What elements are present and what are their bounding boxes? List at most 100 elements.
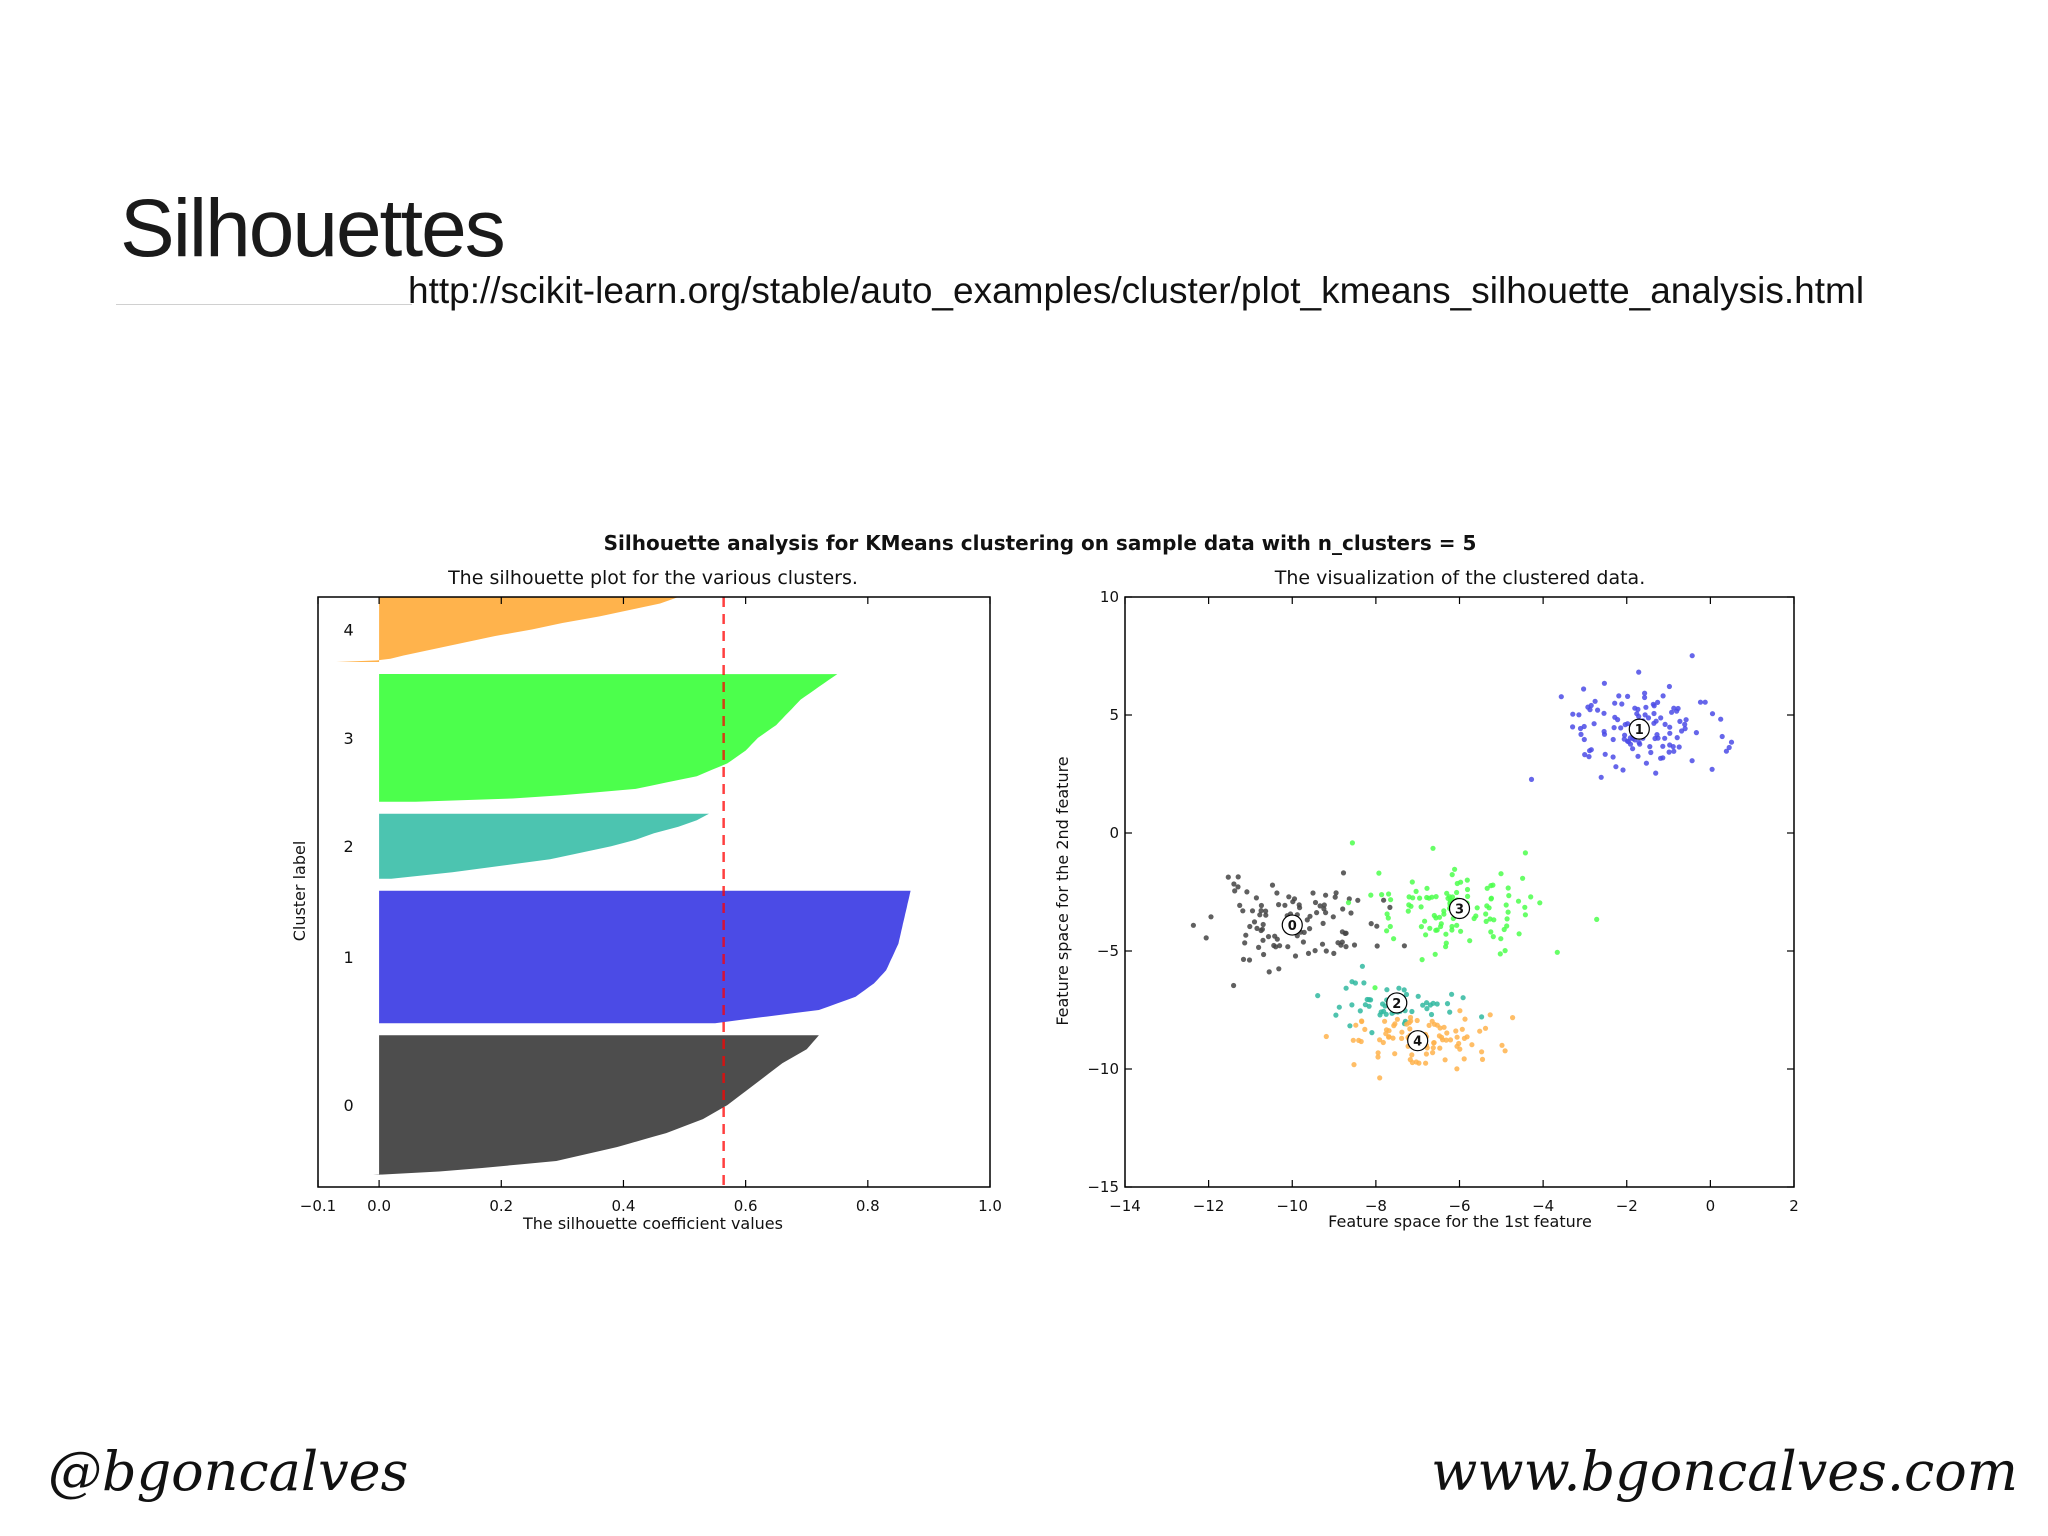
scatter-point-cluster-3 xyxy=(1505,885,1511,891)
scatter-point-cluster-3 xyxy=(1490,882,1496,888)
scatter-point-cluster-3 xyxy=(1454,889,1460,896)
cluster-label-4: 4 xyxy=(343,621,353,640)
scatter-point-cluster-1 xyxy=(1676,744,1682,750)
scatter-point-cluster-3 xyxy=(1506,893,1512,899)
scatter-point-cluster-2 xyxy=(1460,995,1466,1001)
silhouette-plot: The silhouette plot for the various clus… xyxy=(290,567,1002,1233)
scatter-point-cluster-1 xyxy=(1666,749,1672,755)
scatter-point-cluster-4 xyxy=(1510,1015,1516,1021)
scatter-point-cluster-1 xyxy=(1578,731,1584,738)
scatter-point-cluster-1 xyxy=(1576,712,1582,718)
scatter-point-cluster-4 xyxy=(1431,1040,1437,1046)
scatter-point-cluster-0 xyxy=(1296,902,1302,908)
scatter-point-cluster-0 xyxy=(1340,906,1346,912)
scatter-point-cluster-1 xyxy=(1658,715,1664,721)
scatter-point-cluster-1 xyxy=(1662,721,1668,728)
scatter-point-cluster-4 xyxy=(1499,1042,1505,1048)
scatter-point-cluster-4 xyxy=(1437,1045,1443,1051)
x-tick-label: 0.6 xyxy=(734,1197,758,1215)
scatter-point-cluster-3 xyxy=(1386,891,1392,897)
scatter-point-cluster-4 xyxy=(1353,1022,1359,1028)
scatter-point-cluster-1 xyxy=(1528,776,1535,783)
scatter-point-cluster-1 xyxy=(1660,693,1666,699)
cluster-center-2 xyxy=(1386,992,1408,1014)
scatter-point-cluster-0 xyxy=(1343,944,1349,950)
scatter-point-cluster-0 xyxy=(1319,941,1326,947)
x-tick-label: −8 xyxy=(1365,1197,1387,1215)
scatter-point-cluster-3 xyxy=(1501,926,1507,933)
silhouette-x-ticks: −0.1 0.0 0.2 0.4 0.6 0.8 1.0 xyxy=(300,597,1002,1215)
scatter-point-cluster-1 xyxy=(1651,720,1657,726)
scatter-point-cluster-2 xyxy=(1384,987,1390,993)
scatter-point-cluster-3 xyxy=(1522,904,1528,910)
scatter-point-cluster-3 xyxy=(1379,892,1385,898)
scatter-point-cluster-4 xyxy=(1359,1018,1365,1025)
scatter-point-cluster-0 xyxy=(1331,950,1337,957)
scatter-point-cluster-3 xyxy=(1406,894,1412,900)
scatter-plot-frame xyxy=(1124,596,1795,1188)
footer-website[interactable]: www.bgoncalves.com xyxy=(1431,1440,2018,1503)
scatter-point-cluster-0 xyxy=(1261,951,1267,958)
scatter-point-cluster-1 xyxy=(1670,744,1676,750)
scatter-point-cluster-3 xyxy=(1483,918,1489,925)
scatter-point-cluster-3 xyxy=(1454,922,1460,928)
scatter-y-axis-label: Feature space for the 2nd feature xyxy=(1053,756,1072,1025)
scatter-point-cluster-2 xyxy=(1352,980,1358,986)
x-tick-label: 0 xyxy=(1706,1197,1716,1215)
scatter-point-cluster-3 xyxy=(1537,900,1543,906)
scatter-point-cluster-0 xyxy=(1246,957,1253,963)
scatter-point-cluster-4 xyxy=(1392,1021,1398,1027)
scatter-point-cluster-0 xyxy=(1257,912,1263,918)
scatter-point-cluster-3 xyxy=(1384,928,1390,934)
scatter-point-cluster-4 xyxy=(1409,1052,1415,1058)
scatter-point-cluster-0 xyxy=(1231,982,1237,989)
scatter-point-cluster-3 xyxy=(1431,912,1437,919)
scatter-point-cluster-1 xyxy=(1615,717,1621,723)
scatter-point-cluster-4 xyxy=(1502,1048,1508,1054)
scatter-point-cluster-3 xyxy=(1434,927,1440,933)
scatter-point-cluster-0 xyxy=(1240,956,1247,963)
scatter-point-cluster-4 xyxy=(1426,1022,1432,1028)
scatter-point-cluster-1 xyxy=(1581,686,1587,692)
silhouette-cluster-1 xyxy=(379,890,911,1024)
scatter-points xyxy=(1190,653,1735,1081)
scatter-point-cluster-1 xyxy=(1632,705,1638,711)
scatter-point-cluster-3 xyxy=(1368,892,1374,898)
scatter-point-cluster-1 xyxy=(1677,718,1683,725)
scatter-point-cluster-2 xyxy=(1444,1001,1451,1007)
scatter-point-cluster-1 xyxy=(1648,749,1654,756)
scatter-point-cluster-2 xyxy=(1401,987,1407,993)
scatter-point-cluster-1 xyxy=(1669,709,1675,715)
scatter-point-cluster-1 xyxy=(1598,774,1604,780)
scatter-point-cluster-4 xyxy=(1356,1037,1362,1043)
scatter-point-cluster-0 xyxy=(1339,939,1345,945)
scatter-point-cluster-3 xyxy=(1504,916,1510,922)
scatter-point-cluster-4 xyxy=(1399,1029,1405,1035)
scatter-point-cluster-3 xyxy=(1498,936,1504,942)
scatter-point-cluster-2 xyxy=(1479,1014,1485,1020)
scatter-point-cluster-2 xyxy=(1415,993,1421,999)
scatter-point-cluster-0 xyxy=(1258,902,1264,909)
scatter-point-cluster-4 xyxy=(1375,1050,1381,1056)
source-url[interactable]: http://scikit-learn.org/stable/auto_exam… xyxy=(408,270,1865,311)
scatter-point-cluster-1 xyxy=(1653,770,1659,776)
scatter-point-cluster-4 xyxy=(1479,1056,1486,1062)
scatter-point-cluster-3 xyxy=(1458,928,1464,934)
scatter-point-cluster-0 xyxy=(1323,892,1329,898)
scatter-point-cluster-0 xyxy=(1317,903,1323,909)
scatter-point-cluster-2 xyxy=(1428,1011,1435,1018)
scatter-point-cluster-4 xyxy=(1441,1024,1447,1030)
scatter-point-cluster-3 xyxy=(1418,924,1424,930)
y-tick-label: 10 xyxy=(1100,588,1119,606)
scatter-point-cluster-1 xyxy=(1592,698,1598,704)
scatter-point-cluster-3 xyxy=(1422,918,1428,924)
scatter-point-cluster-0 xyxy=(1276,902,1282,908)
scatter-point-cluster-0 xyxy=(1235,874,1241,880)
scatter-point-cluster-0 xyxy=(1263,912,1269,918)
scatter-point-cluster-1 xyxy=(1570,711,1576,717)
scatter-point-cluster-1 xyxy=(1693,730,1699,736)
scatter-point-cluster-1 xyxy=(1667,724,1673,730)
scatter-point-cluster-3 xyxy=(1449,923,1455,930)
y-tick-label: −15 xyxy=(1087,1178,1119,1196)
scatter-point-cluster-1 xyxy=(1726,744,1732,751)
